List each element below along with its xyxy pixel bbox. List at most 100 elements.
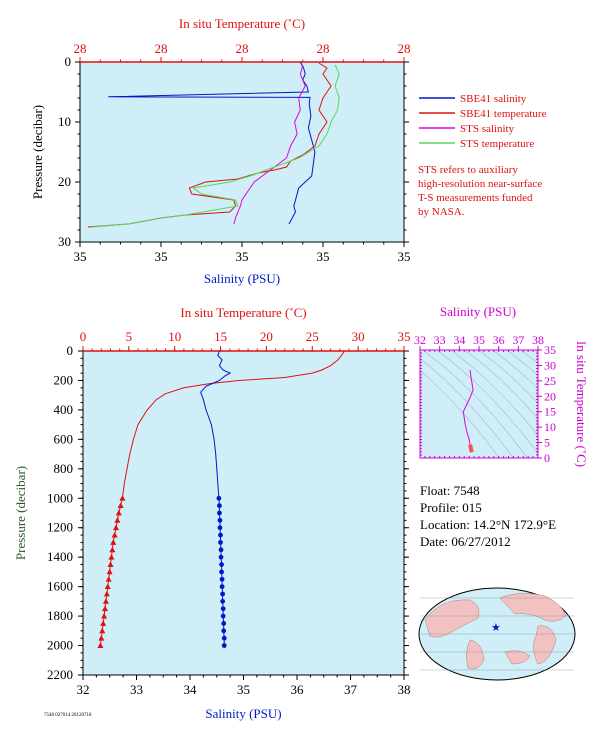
main-panel-y-tick-label: 1600 bbox=[47, 579, 73, 594]
temperature-marker bbox=[113, 524, 120, 531]
main-panel-y-tick-label: 600 bbox=[54, 431, 74, 446]
salinity-marker bbox=[221, 621, 227, 626]
main-panel-y-tick-label: 1200 bbox=[47, 520, 73, 535]
float-id: Float: 7548 bbox=[420, 483, 480, 498]
continent-shape bbox=[466, 639, 485, 670]
top-panel-y-tick-label: 30 bbox=[58, 234, 71, 249]
temperature-marker bbox=[101, 612, 108, 619]
temperature-marker bbox=[108, 553, 115, 560]
top-panel-y-tick-label: 20 bbox=[58, 174, 71, 189]
top-panel-top-tick-label: 28 bbox=[236, 41, 249, 56]
ts-right-tick-label: 5 bbox=[544, 436, 550, 450]
top-panel-bottom-tick-label: 35 bbox=[236, 249, 249, 264]
main-panel-top-tick-label: 5 bbox=[126, 329, 133, 344]
ts-top-tick-label: 36 bbox=[493, 333, 505, 347]
salinity-marker bbox=[217, 503, 222, 509]
salinity-profile-line bbox=[200, 350, 232, 499]
salinity-marker bbox=[218, 554, 224, 560]
main-panel-bottom-tick-label: 38 bbox=[398, 682, 411, 697]
main-panel-y-tick-label: 2000 bbox=[47, 638, 73, 653]
main-panel-y-tick-label: 1000 bbox=[47, 490, 73, 505]
salinity-marker bbox=[218, 547, 224, 553]
salinity-marker bbox=[221, 628, 227, 634]
density-contour bbox=[436, 350, 538, 454]
density-contour bbox=[478, 350, 538, 404]
ts-right-tick-label: 10 bbox=[544, 420, 556, 434]
profile-number: Profile: 015 bbox=[420, 500, 482, 515]
legend-label: STS salinity bbox=[460, 123, 515, 135]
float-location-marker: ★ bbox=[491, 621, 501, 634]
main-panel-top-tick-label: 20 bbox=[260, 329, 273, 344]
temperature-marker bbox=[117, 502, 124, 509]
temperature-profile-line bbox=[121, 350, 345, 499]
top-panel-top-tick-label: 28 bbox=[317, 41, 330, 56]
ts-top-tick-label: 38 bbox=[532, 333, 544, 347]
main-panel-top-axis-title: In situ Temperature (˚C) bbox=[180, 305, 306, 320]
ts-profile-line bbox=[462, 370, 474, 445]
ts-right-tick-label: 15 bbox=[544, 405, 556, 419]
main-panel-y-axis-title: Pressure (decibar) bbox=[13, 466, 28, 560]
top-panel-series-line bbox=[108, 61, 316, 225]
salinity-marker bbox=[220, 598, 226, 604]
legend-label: SBE41 salinity bbox=[460, 93, 527, 105]
ts-right-tick-label: 20 bbox=[544, 389, 556, 403]
temperature-marker bbox=[102, 598, 109, 604]
density-contour bbox=[492, 350, 538, 390]
ts-right-tick-label: 0 bbox=[544, 451, 550, 465]
salinity-marker bbox=[218, 540, 223, 545]
top-panel-series-line bbox=[92, 64, 340, 228]
main-panel-y-tick-label: 200 bbox=[54, 372, 74, 387]
ts-top-tick-label: 33 bbox=[434, 333, 446, 347]
temperature-marker bbox=[115, 509, 122, 516]
main-panel-top-tick-label: 10 bbox=[168, 329, 181, 344]
sts-note-line: STS refers to auxiliary bbox=[418, 164, 518, 176]
temperature-marker bbox=[110, 539, 117, 545]
main-panel-top-tick-label: 30 bbox=[352, 329, 365, 344]
salinity-marker bbox=[219, 584, 225, 590]
salinity-marker bbox=[219, 562, 224, 567]
top-panel-top-tick-label: 28 bbox=[398, 41, 411, 56]
date-text: Date: 06/27/2012 bbox=[420, 534, 511, 549]
legend-label: SBE41 temperature bbox=[460, 108, 547, 120]
density-contour bbox=[450, 350, 538, 436]
salinity-marker bbox=[217, 517, 223, 523]
ts-right-tick-label: 35 bbox=[544, 343, 556, 357]
density-contour bbox=[534, 350, 538, 353]
ts-top-tick-label: 37 bbox=[512, 333, 524, 347]
top-panel-plot-area bbox=[79, 61, 405, 243]
sts-note-line: T-S measurements funded bbox=[418, 192, 533, 204]
ts-right-tick-label: 30 bbox=[544, 358, 556, 372]
main-panel-bottom-tick-label: 37 bbox=[344, 682, 358, 697]
temperature-marker bbox=[97, 642, 104, 648]
main-panel-bottom-tick-label: 33 bbox=[130, 682, 143, 697]
salinity-marker bbox=[220, 606, 226, 612]
top-panel-y-tick-label: 10 bbox=[58, 114, 71, 129]
main-panel-y-tick-label: 800 bbox=[54, 461, 74, 476]
top-panel-top-tick-label: 28 bbox=[155, 41, 168, 56]
temperature-marker bbox=[111, 531, 118, 538]
main-panel-bottom-tick-label: 35 bbox=[237, 682, 250, 697]
main-panel-bottom-tick-label: 34 bbox=[184, 682, 198, 697]
top-panel-bottom-tick-label: 35 bbox=[155, 249, 168, 264]
main-panel-bottom-tick-label: 36 bbox=[291, 682, 305, 697]
main-panel-y-tick-label: 2200 bbox=[47, 667, 73, 682]
top-panel-top-tick-label: 28 bbox=[74, 41, 87, 56]
ts-top-axis-title: Salinity (PSU) bbox=[440, 304, 516, 319]
location-text: Location: 14.2°N 172.9°E bbox=[420, 517, 557, 532]
main-panel-top-tick-label: 0 bbox=[80, 329, 87, 344]
salinity-marker bbox=[217, 510, 222, 516]
temperature-marker bbox=[103, 590, 110, 597]
ts-deep-line bbox=[468, 444, 474, 453]
ts-right-axis-title: In situ Temperature (˚C) bbox=[574, 341, 589, 467]
main-panel-top-tick-label: 35 bbox=[398, 329, 411, 344]
density-contour bbox=[464, 350, 538, 420]
salinity-marker bbox=[219, 569, 224, 575]
temperature-marker bbox=[98, 634, 105, 641]
temperature-marker bbox=[119, 495, 126, 501]
temperature-marker bbox=[109, 546, 116, 553]
main-panel-bottom-axis-title: Salinity (PSU) bbox=[205, 706, 281, 721]
salinity-marker bbox=[221, 643, 227, 648]
temperature-marker bbox=[106, 568, 113, 575]
temperature-marker bbox=[99, 627, 106, 634]
